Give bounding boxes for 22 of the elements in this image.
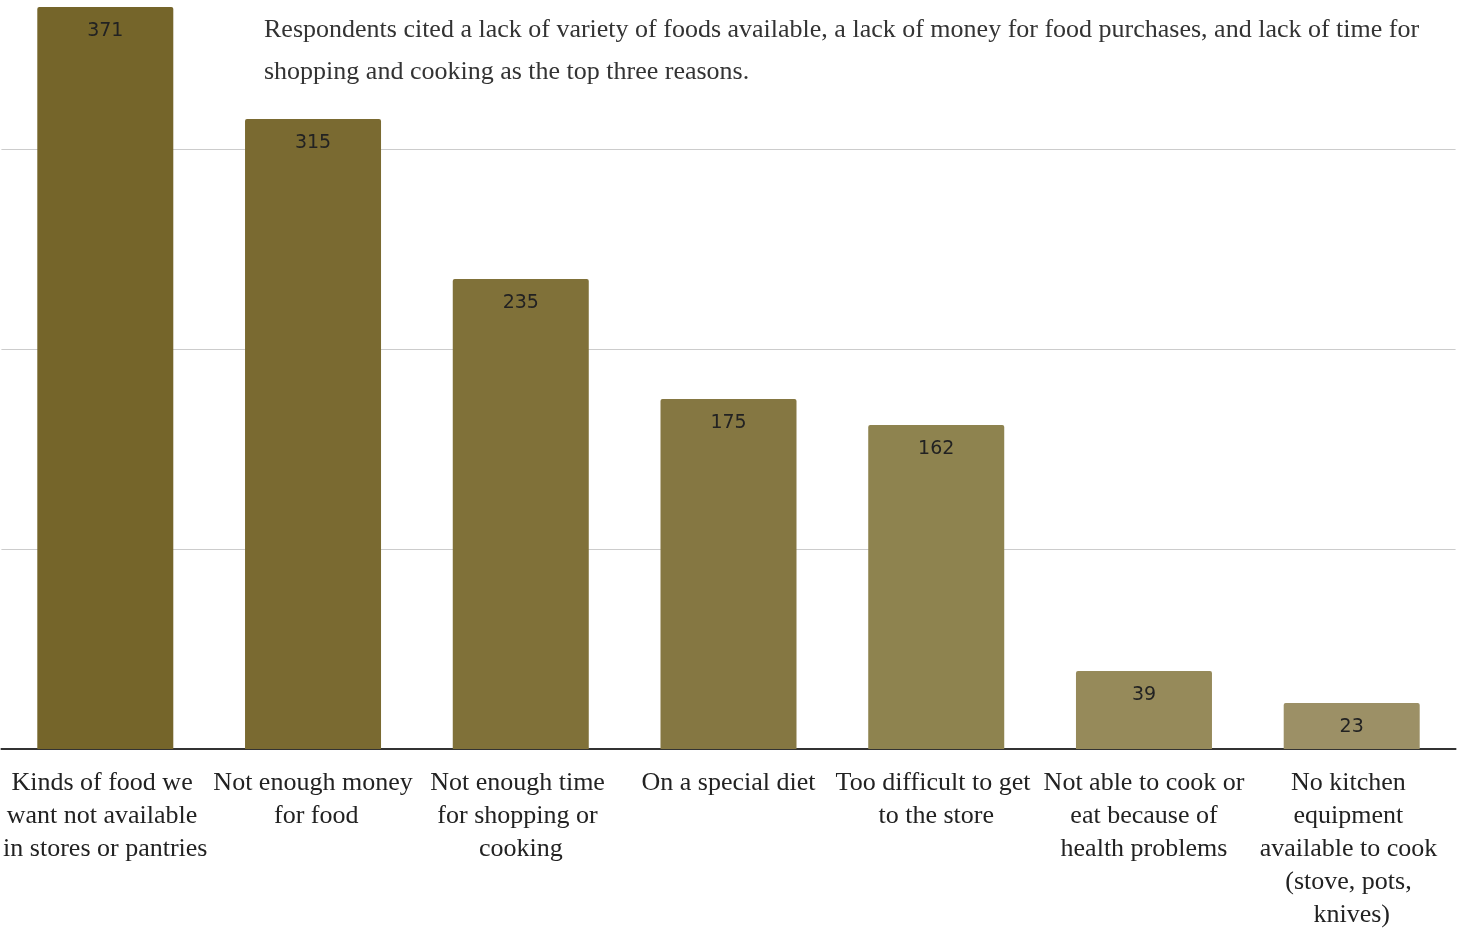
data-label: 162 [918, 435, 955, 458]
data-label: 235 [502, 289, 539, 312]
x-tick-label: On a special diet [641, 767, 817, 796]
text: Respondents cited a lack of variety of foods available, a lack of money for food purchases, and lack of time for shopping and cooking as the top three reasons. [264, 13, 1426, 85]
bar [452, 279, 589, 749]
data-label: 315 [294, 129, 332, 152]
bar [37, 7, 174, 749]
bar [245, 119, 382, 749]
data-label: 175 [710, 409, 747, 432]
x-tick-label: Not enough money for food [213, 767, 413, 829]
x-tick-label: Kinds of food we want not available in stores or pantries [3, 767, 208, 862]
data-label: 23 [1339, 713, 1364, 736]
bar [660, 399, 797, 749]
bar [1283, 703, 1420, 749]
x-tick-label: No kitchen equipment available to cook (stove, pots, knives) [1259, 767, 1444, 928]
bar [1075, 671, 1212, 749]
data-label: 371 [87, 17, 124, 40]
data-label: 39 [1131, 681, 1157, 704]
bar [868, 425, 1005, 749]
x-tick-label: Too difficult to get to the store [835, 767, 1037, 829]
x-tick-label: Not enough time for shopping or cooking [430, 767, 612, 862]
x-tick-label: Not able to cook or eat because of health problems [1043, 767, 1245, 862]
